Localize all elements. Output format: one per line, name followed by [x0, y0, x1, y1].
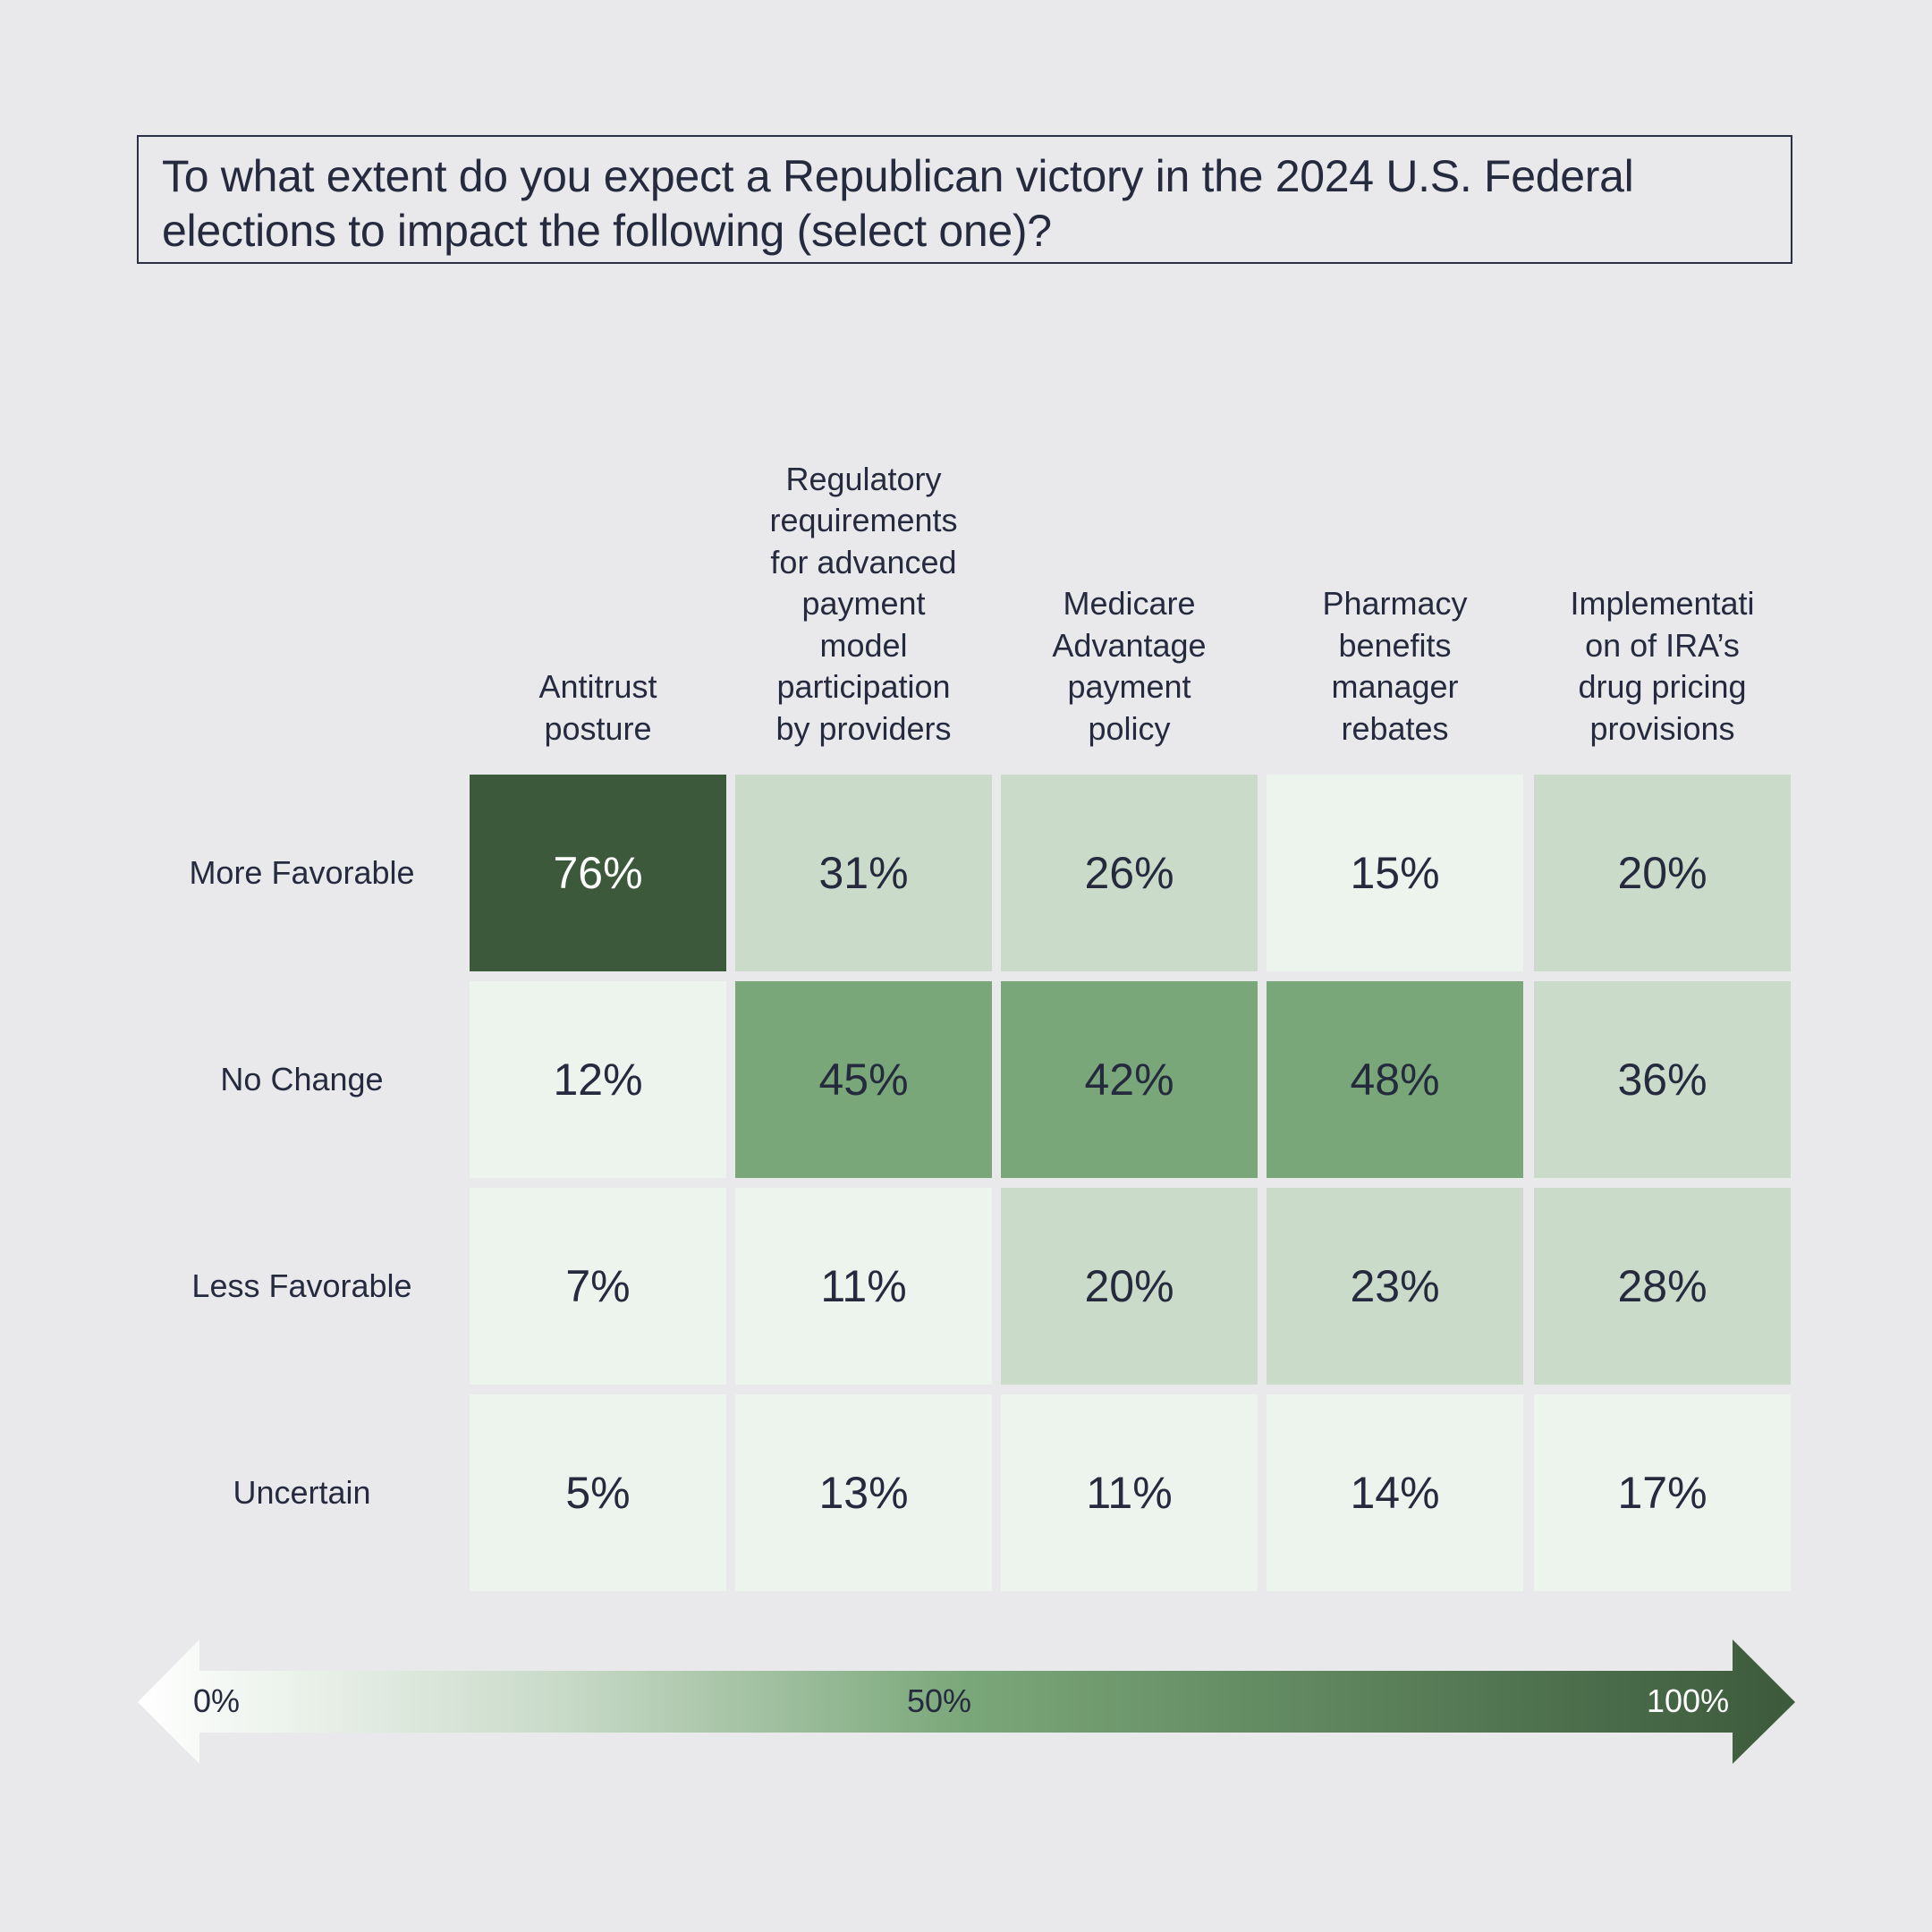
column-header-line: Pharmacy — [1322, 585, 1468, 622]
cell-value-label: 31% — [818, 848, 909, 898]
cell-value-label: 17% — [1617, 1468, 1707, 1518]
column-header: Medicare Advantage payment policy — [1001, 583, 1258, 750]
column-header-line: Implementati — [1570, 585, 1755, 622]
column-header-line: participation — [776, 668, 951, 705]
cell-value-label: 48% — [1350, 1055, 1440, 1105]
column-header: Regulatory requirements for advanced paymen… — [735, 459, 992, 750]
title-line-1: To what extent do you expect a Republica… — [162, 151, 1634, 201]
column-header-line: model — [819, 626, 908, 664]
cell-value-label: 20% — [1617, 848, 1707, 898]
cell-value-label: 20% — [1084, 1261, 1174, 1311]
question-title: To what extent do you expect a Republica… — [162, 149, 1791, 258]
title-line-2: elections to impact the following (selec… — [162, 206, 1052, 256]
cell-value-label: 12% — [553, 1055, 643, 1105]
cell-value-label: 13% — [818, 1468, 909, 1518]
heatmap-cell: 42% — [1001, 981, 1258, 1178]
cell-value-label: 28% — [1617, 1261, 1707, 1311]
column-header-line: Medicare — [1063, 585, 1196, 622]
heatmap-cell: 7% — [470, 1188, 726, 1385]
heatmap-cell: 28% — [1534, 1188, 1791, 1385]
row-header: No Change — [220, 1061, 384, 1097]
heatmap-cell: 20% — [1001, 1188, 1258, 1385]
cell-value-label: 11% — [820, 1261, 907, 1311]
scale-label-min: 0% — [193, 1682, 241, 1719]
heatmap-cell: 11% — [735, 1188, 992, 1385]
column-header-line: benefits — [1338, 626, 1452, 664]
column-header-line: Advantage — [1052, 626, 1207, 664]
cell-value-label: 5% — [565, 1468, 631, 1518]
column-header-line: rebates — [1341, 709, 1449, 747]
heatmap-cell: 45% — [735, 981, 992, 1178]
column-header-line: requirements — [769, 502, 958, 538]
column-header-line: Antitrust — [538, 668, 657, 705]
cell-value-label: 45% — [818, 1055, 909, 1105]
heatmap-cell: 31% — [735, 775, 992, 971]
cell-value-label: 23% — [1350, 1261, 1440, 1311]
column-header: Pharmacy benefits manager rebates — [1267, 583, 1523, 750]
heatmap-cell: 5% — [470, 1394, 726, 1591]
cell-value-label: 76% — [553, 848, 643, 898]
column-header-line: provisions — [1589, 709, 1735, 747]
heatmap-cell: 17% — [1534, 1394, 1791, 1591]
heatmap-cell: 26% — [1001, 775, 1258, 971]
cell-value-label: 42% — [1084, 1055, 1174, 1105]
column-header-line: Regulatory — [785, 460, 942, 497]
column-header-line: by providers — [775, 709, 952, 747]
color-scale-arrow — [138, 1640, 1795, 1764]
column-header-line: posture — [544, 709, 652, 747]
column-header-line: drug pricing — [1578, 668, 1747, 705]
heatmap-cell: 20% — [1534, 775, 1791, 971]
heatmap-cell: 48% — [1267, 981, 1523, 1178]
heatmap-cell: 23% — [1267, 1188, 1523, 1385]
row-header: Less Favorable — [191, 1267, 412, 1304]
cell-value-label: 36% — [1617, 1055, 1707, 1105]
question-title-box: To what extent do you expect a Republica… — [137, 135, 1792, 264]
scale-label-mid: 50% — [907, 1682, 972, 1719]
scale-label-max: 100% — [1647, 1682, 1730, 1719]
column-header-line: payment — [1067, 668, 1191, 705]
column-header: Implementati on of IRA’s drug pricing provi… — [1534, 583, 1791, 750]
cell-value-label: 26% — [1084, 848, 1174, 898]
heatmap-cell: 76% — [470, 775, 726, 971]
heatmap-cell: 12% — [470, 981, 726, 1178]
cell-value-label: 15% — [1350, 848, 1440, 898]
heatmap-cell: 11% — [1001, 1394, 1258, 1591]
cell-value-label: 14% — [1350, 1468, 1440, 1518]
column-header-line: for advanced — [770, 543, 957, 580]
column-header-line: payment — [801, 585, 926, 622]
row-header: Uncertain — [233, 1474, 371, 1511]
column-header-line: on of IRA’s — [1585, 626, 1740, 664]
column-header: Antitrust posture — [470, 666, 726, 750]
cell-value-label: 7% — [565, 1261, 631, 1311]
heatmap-cell: 15% — [1267, 775, 1523, 971]
heatmap-cell: 36% — [1534, 981, 1791, 1178]
cell-value-label: 11% — [1086, 1468, 1173, 1518]
row-header: More Favorable — [189, 854, 415, 891]
heatmap-cell: 14% — [1267, 1394, 1523, 1591]
column-header-line: policy — [1088, 709, 1171, 747]
heatmap-cell: 13% — [735, 1394, 992, 1591]
column-header-line: manager — [1331, 668, 1459, 705]
